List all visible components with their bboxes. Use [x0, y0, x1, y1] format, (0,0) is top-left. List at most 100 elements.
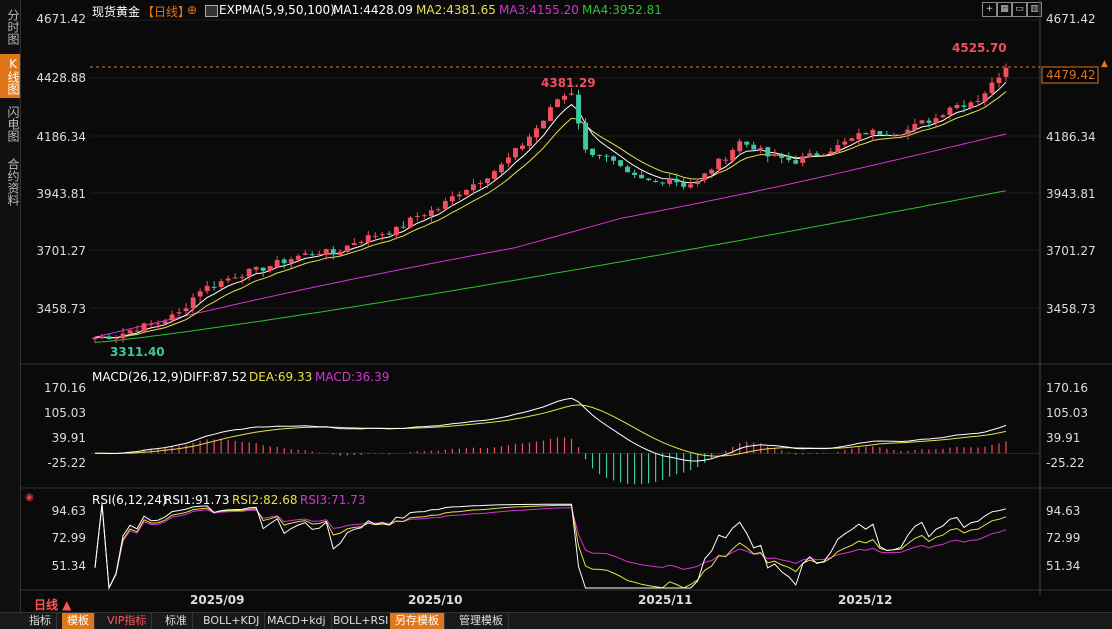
rsi-tick: 94.63	[1046, 504, 1080, 518]
candle-body	[758, 147, 764, 149]
candle-body	[730, 150, 736, 161]
candle-body	[344, 245, 350, 252]
candle-body	[751, 144, 757, 150]
toolbar-macd-kdj[interactable]: MACD+kdj	[262, 613, 332, 629]
candle-body	[583, 122, 588, 150]
macd-tick-left: 105.03	[44, 406, 86, 420]
candle-body	[905, 129, 911, 135]
date-tick: 2025/09	[190, 593, 244, 607]
add-icon[interactable]: ⊕	[187, 3, 198, 17]
candle-body	[744, 141, 750, 145]
layout-icon[interactable]: ▥	[1027, 2, 1042, 17]
candle-body	[933, 118, 939, 123]
candle-body	[492, 171, 497, 179]
candle-body	[926, 120, 932, 123]
rsi3-line	[94, 504, 1007, 590]
macd-tick-left: 170.16	[44, 381, 86, 395]
candle-body	[653, 181, 659, 182]
crosshair-icon[interactable]: +	[982, 2, 997, 17]
candle-body	[435, 209, 441, 211]
candle-body	[618, 160, 623, 166]
period-selector[interactable]: 日线 ▲	[34, 598, 72, 612]
price-tick-left: 4186.34	[36, 130, 86, 144]
low-label: 3311.40	[110, 345, 165, 359]
candle-body	[520, 145, 525, 149]
dea-line	[95, 404, 1007, 457]
candle-body	[527, 136, 532, 147]
zoom-in-icon[interactable]: ▦	[997, 2, 1012, 17]
window-icon[interactable]: ▭	[1012, 2, 1027, 17]
candle-body	[274, 260, 280, 267]
candle-body	[625, 166, 630, 173]
candle-body	[576, 94, 581, 124]
toolbar-template[interactable]: 模板	[62, 613, 95, 629]
candle-body	[961, 105, 967, 107]
candle-body	[127, 330, 133, 334]
candle-body	[646, 178, 652, 181]
date-tick: 2025/12	[838, 593, 892, 607]
candle-body	[947, 107, 953, 115]
candle-body	[723, 159, 729, 161]
candle-body	[604, 155, 609, 157]
price-tick-left: 4428.88	[36, 71, 86, 85]
toolbar-vip[interactable]: VIP指标	[102, 613, 153, 629]
rsi-tick: 51.34	[1046, 559, 1080, 573]
candle-body	[478, 182, 483, 184]
candle-body	[828, 151, 834, 154]
toolbar-indicator[interactable]: 指标	[24, 613, 57, 629]
rsi-label: RSI(6,12,24)	[92, 493, 167, 507]
indicator-icon[interactable]	[205, 5, 218, 17]
rsi-tick-left: 72.99	[52, 531, 86, 545]
bottom-toolbar: 指标 模板 VIP指标 标准 BOLL+KDJ MACD+kdj BOLL+RS…	[0, 612, 1112, 629]
rsi2-value: RSI2:82.68	[232, 493, 298, 507]
candle-body	[246, 268, 252, 277]
marker-up-icon: ▲	[1101, 59, 1108, 69]
candle-body	[842, 141, 848, 145]
sidebar-item-timeshare[interactable]: 分时图	[6, 9, 20, 45]
candle-body	[456, 194, 462, 197]
candle-body	[134, 330, 140, 332]
sidebar-item-contract[interactable]: 合约资料	[6, 158, 20, 206]
high-label: 4525.70	[952, 41, 1007, 55]
candle-body	[267, 266, 273, 271]
rsi-tick-left: 94.63	[52, 504, 86, 518]
chart-canvas[interactable]: 4671.42 4186.34 3943.81 3701.27 3458.73 …	[0, 0, 1112, 612]
sidebar-item-flash[interactable]: 闪电图	[6, 106, 20, 142]
toolbar-standard[interactable]: 标准	[160, 613, 193, 629]
candle-body	[351, 243, 357, 245]
sidebar-item-kline[interactable]: K线图	[0, 54, 20, 98]
candle-body	[562, 95, 567, 100]
target-icon[interactable]: ◉	[25, 492, 34, 503]
candle-body	[765, 147, 771, 157]
candle-body	[337, 251, 343, 256]
macd-label: MACD(26,12,9)	[92, 370, 184, 384]
toolbar-boll-rsi[interactable]: BOLL+RSI	[328, 613, 395, 629]
ma1-value: MA1:4428.09	[333, 3, 413, 17]
macd-value: MACD:36.39	[315, 370, 390, 384]
ma3-line	[94, 133, 1007, 338]
candle-body	[288, 259, 294, 263]
candle-body	[898, 134, 904, 136]
toolbar-manage-template[interactable]: 管理模板	[454, 613, 509, 629]
candle-body	[499, 164, 504, 173]
price-tick-left: 3458.73	[36, 302, 86, 316]
candle-body	[253, 267, 259, 270]
candle-body	[975, 100, 981, 102]
candle-body	[555, 99, 560, 107]
diff-line	[94, 397, 1007, 462]
candle-body	[800, 156, 806, 163]
toolbar-boll-kdj[interactable]: BOLL+KDJ	[198, 613, 266, 629]
period-tag: 【日线】	[142, 5, 191, 19]
candle-body	[534, 128, 539, 138]
candle-body	[372, 235, 378, 237]
price-tick-left: 4671.42	[36, 12, 86, 26]
candle-body	[400, 226, 406, 228]
candle-body	[611, 156, 616, 161]
candle-body	[92, 337, 98, 340]
toolbar-save-template[interactable]: 另存模板	[390, 613, 445, 629]
price-tick: 3943.81	[1046, 187, 1096, 201]
candle-body	[281, 259, 287, 264]
ma1-line	[94, 81, 1007, 339]
candle-body	[148, 323, 154, 325]
candle-body	[358, 242, 364, 243]
